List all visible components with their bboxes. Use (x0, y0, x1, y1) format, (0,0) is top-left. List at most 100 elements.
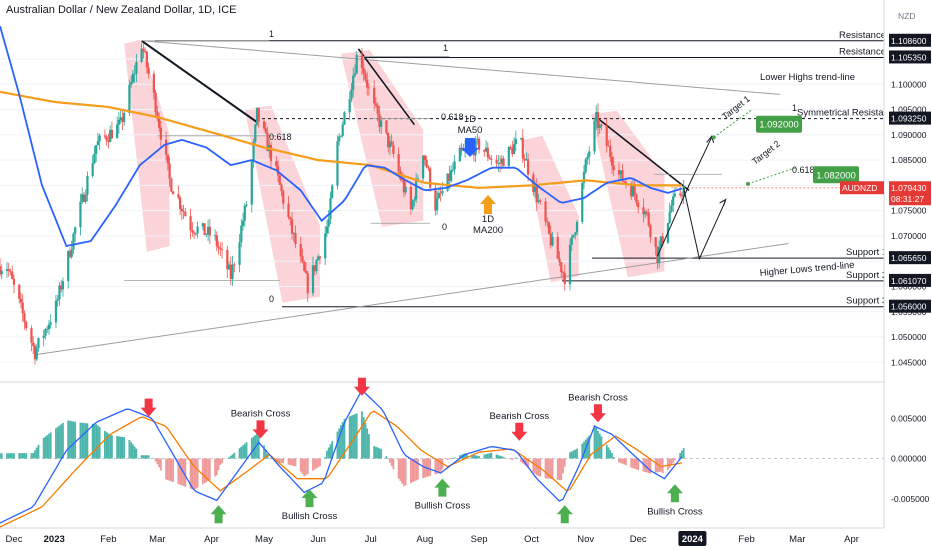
candle-body (423, 155, 426, 160)
candle (178, 195, 182, 216)
candle-body (549, 233, 552, 246)
candle (18, 283, 21, 304)
macd-histogram-bar (682, 448, 685, 459)
candle (257, 107, 260, 128)
candle (387, 132, 390, 153)
candle-body (476, 138, 479, 140)
candle-body (623, 181, 626, 183)
time-label-13: 2024 (682, 534, 704, 545)
macd-histogram-bar (0, 453, 3, 459)
candle-body (47, 324, 51, 330)
candle (145, 50, 148, 74)
macd-histogram-bar (238, 448, 241, 459)
candle (278, 174, 281, 186)
candle (416, 174, 419, 180)
candle (483, 149, 486, 157)
macd-histogram-bar (144, 455, 147, 459)
macd-histogram-bar (612, 456, 615, 459)
candle-body (131, 73, 134, 83)
bullish-cross-10: Bullish Cross (647, 484, 703, 517)
bullish-cross-6: Bullish Cross (415, 478, 471, 512)
candle-body (544, 201, 547, 222)
macd-histogram-bar (485, 454, 487, 459)
candle (436, 190, 439, 215)
candle-body (637, 202, 640, 208)
candle (159, 120, 162, 148)
candle-body (203, 223, 206, 236)
candle-body (107, 140, 110, 143)
arrow-up-icon (556, 505, 573, 524)
macd-histogram-bar (551, 458, 554, 480)
macd-histogram-bar (458, 455, 461, 459)
candle (498, 155, 502, 173)
macd-histogram-bar (159, 458, 162, 471)
candle (582, 164, 586, 190)
candle-body (498, 163, 502, 164)
macd-histogram-bar (166, 458, 169, 481)
candle (607, 140, 610, 147)
macd-tick-1: 0.000000 (891, 454, 927, 464)
candle-body (177, 194, 180, 198)
macd-histogram-bar (303, 458, 306, 477)
macd-histogram-bar (329, 444, 332, 459)
candle-body (152, 73, 155, 93)
bullish-cross-label: Bullish Cross (415, 501, 471, 512)
target-1-dot (711, 135, 716, 140)
candle (535, 178, 538, 212)
candle (659, 235, 663, 250)
candle (411, 199, 414, 211)
macd-histogram-bar (256, 433, 258, 459)
candle-body (21, 302, 24, 314)
candle (142, 43, 145, 59)
candle (292, 232, 295, 242)
candle (42, 329, 45, 347)
time-label-11: Nov (577, 534, 594, 545)
candle (32, 335, 35, 354)
candle (488, 154, 491, 160)
candle (172, 190, 175, 195)
level-name-4: Support 1 (846, 247, 887, 258)
current-price-value: 1.079430 (891, 183, 927, 193)
time-axis[interactable]: Dec 2023 Feb Mar Apr May Jun Jul Aug Sep Oct Nov Dec… (0, 527, 932, 550)
candle-body (116, 124, 119, 139)
macd-histogram-bar (380, 448, 383, 459)
candle (54, 295, 58, 329)
candle (593, 117, 596, 155)
candle-body (500, 158, 503, 164)
candle (275, 156, 278, 172)
macd-histogram-bar (668, 458, 671, 468)
macd-histogram-bar (196, 458, 199, 488)
candle (220, 241, 224, 259)
arrow-down-icon (252, 420, 269, 439)
candle (49, 314, 52, 329)
candle (397, 147, 400, 176)
candle-body (278, 175, 281, 185)
macd-histogram-bar (282, 458, 285, 464)
candle (343, 111, 346, 125)
bullish-cross-label: Bullish Cross (282, 511, 338, 522)
price-tick-6: 1.075000 (891, 206, 927, 216)
macd-histogram-bar (7, 453, 10, 459)
candle-body (86, 176, 89, 195)
bearish-cross-9: Bearish Cross (568, 392, 628, 423)
macd-histogram-bar (672, 458, 675, 463)
macd-histogram-bar (520, 458, 522, 462)
macd-histogram-bar (18, 453, 21, 459)
target-box-1 (756, 115, 802, 133)
candle (519, 137, 523, 141)
candle-body (621, 170, 624, 182)
macd-histogram-bar (278, 458, 281, 463)
candle (378, 105, 381, 133)
time-label-3: Mar (149, 534, 165, 545)
macd-histogram-bar (305, 458, 307, 476)
macd-histogram-bar (625, 458, 627, 466)
candle-body (119, 117, 122, 120)
candle-body (679, 193, 682, 196)
candle-body (350, 89, 353, 100)
candle-body (44, 329, 47, 336)
price-axis[interactable]: NZD1.0450001.0500001.0550001.0600001.065… (840, 0, 932, 550)
bearish-cross-label: Bearish Cross (568, 392, 628, 403)
macd-histogram-bar (654, 458, 657, 473)
macd-histogram-bar (152, 458, 155, 459)
